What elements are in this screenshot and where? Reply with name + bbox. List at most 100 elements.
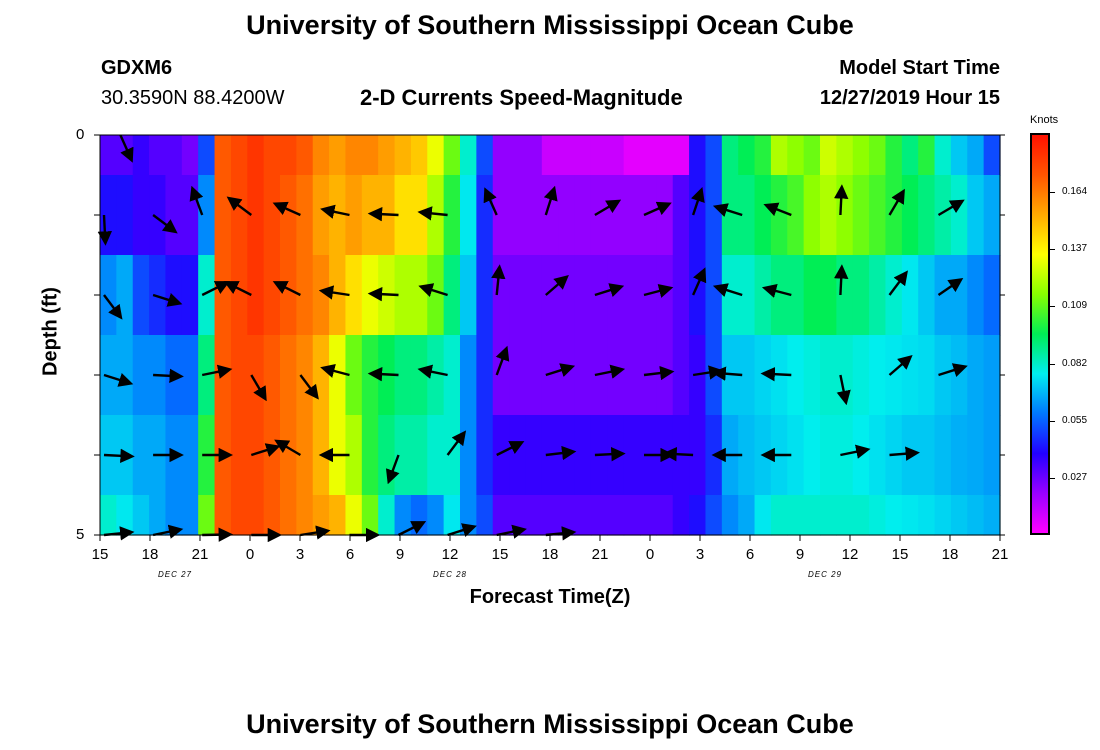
- date-label: DEC 28: [432, 570, 467, 579]
- colorbar: [1030, 133, 1050, 535]
- y-tick-label-top: 0: [76, 126, 85, 143]
- heatmap-cell: [705, 335, 723, 416]
- heatmap-cell: [525, 335, 543, 416]
- heatmap-cell: [672, 335, 690, 416]
- heatmap-cell: [116, 255, 134, 336]
- heatmap-cell: [247, 175, 265, 256]
- current-vector-arrow: [937, 199, 965, 217]
- current-vector-arrow: [250, 374, 267, 402]
- heatmap-cell: [476, 135, 494, 176]
- heatmap-cell: [378, 135, 396, 176]
- heatmap-cell: [558, 415, 576, 496]
- heatmap-cell: [149, 495, 167, 536]
- heatmap-cell: [100, 175, 117, 256]
- heatmap-cell: [901, 135, 919, 176]
- colorbar-tick-mark: [1050, 192, 1055, 194]
- heatmap-cell: [361, 135, 379, 176]
- current-vector-arrow: [692, 267, 707, 296]
- heatmap-cell: [378, 415, 396, 496]
- heatmap-cell: [345, 495, 363, 536]
- heatmap-cell: [623, 175, 641, 256]
- x-tick-label: 21: [191, 546, 209, 563]
- heatmap-cell: [983, 495, 1001, 536]
- heatmap-cell: [280, 415, 297, 496]
- heatmap-cell: [672, 495, 690, 536]
- current-vector-arrow: [594, 283, 625, 297]
- heatmap-cell: [672, 135, 690, 176]
- heatmap-cell: [492, 335, 510, 416]
- heatmap-cell: [574, 135, 592, 176]
- current-vector-arrow: [834, 184, 849, 216]
- y-tick-label-bottom: 5: [76, 526, 85, 543]
- heatmap-cell: [230, 175, 248, 256]
- current-vector-arrow: [367, 286, 399, 302]
- current-vector-arrow: [760, 366, 792, 382]
- heatmap-cell: [869, 135, 887, 176]
- heatmap-cell: [623, 415, 641, 496]
- heatmap-cell: [983, 255, 1001, 336]
- heatmap-cell: [574, 335, 592, 416]
- heatmap-cell: [590, 175, 608, 256]
- heatmap-cell: [934, 335, 952, 416]
- heatmap-cell: [885, 135, 903, 176]
- heatmap-cell: [836, 335, 854, 416]
- x-tick-label: 18: [941, 546, 959, 563]
- heatmap-cell: [410, 175, 428, 256]
- heatmap-cell: [329, 495, 347, 536]
- heatmap-cell: [885, 175, 903, 256]
- x-tick-label: 6: [345, 546, 355, 563]
- heatmap-cell: [230, 335, 248, 416]
- heatmap-cell: [754, 495, 772, 536]
- heatmap-cell: [885, 335, 903, 416]
- heatmap-cell: [394, 495, 412, 536]
- heatmap-cell: [754, 335, 772, 416]
- colorbar-tick-label: 0.137: [1062, 243, 1088, 255]
- heatmap-cell: [623, 135, 641, 176]
- heatmap-cell: [541, 255, 559, 336]
- heatmap-cell: [132, 495, 150, 536]
- heatmap-cell: [754, 255, 772, 336]
- colorbar-tick-label: 0.027: [1062, 471, 1088, 483]
- heatmap-cell: [689, 415, 707, 496]
- heatmap-cell: [803, 415, 821, 496]
- heatmap-cell: [738, 175, 756, 256]
- heatmap-cell: [149, 135, 167, 176]
- colorbar-tick-mark: [1050, 306, 1055, 308]
- heatmap-cell: [754, 135, 772, 176]
- heatmap-cell: [950, 255, 968, 336]
- heatmap-cell: [869, 495, 887, 536]
- heatmap-cell: [640, 495, 657, 536]
- current-vector-arrow: [447, 523, 477, 537]
- current-vector-arrow: [834, 264, 849, 296]
- heatmap-cell: [345, 135, 363, 176]
- heatmap-cell: [738, 495, 756, 536]
- heatmap-cell: [738, 335, 756, 416]
- heatmap-cell: [950, 175, 968, 256]
- heatmap-cell: [296, 415, 314, 496]
- heatmap-cell: [247, 335, 265, 416]
- current-vector-arrow: [691, 187, 705, 216]
- heatmap-cell: [296, 495, 314, 536]
- heatmap-cell: [770, 255, 788, 336]
- heatmap-cell: [770, 135, 788, 176]
- heatmap-cell: [263, 135, 281, 176]
- heatmap-cell: [820, 255, 837, 336]
- current-vector-arrow: [446, 430, 467, 456]
- heatmap-cell: [198, 255, 216, 336]
- heatmap-cell: [296, 175, 314, 256]
- current-vector-arrow: [483, 187, 498, 216]
- heatmap-cell: [820, 135, 837, 176]
- heatmap-cell: [460, 255, 477, 336]
- heatmap-cell: [869, 175, 887, 256]
- heatmap-cell: [967, 495, 985, 536]
- heatmap-cell: [574, 175, 592, 256]
- current-vector-arrow: [274, 439, 302, 457]
- colorbar-tick-label: 0.055: [1062, 414, 1088, 426]
- model-start-label: Model Start Time: [839, 57, 1000, 79]
- heatmap-cell: [460, 335, 477, 416]
- heatmap-cell: [492, 175, 510, 256]
- current-vector-arrow: [103, 373, 134, 387]
- heatmap-cell: [116, 135, 134, 176]
- heatmap-cell: [410, 135, 428, 176]
- heatmap-cell: [492, 495, 510, 536]
